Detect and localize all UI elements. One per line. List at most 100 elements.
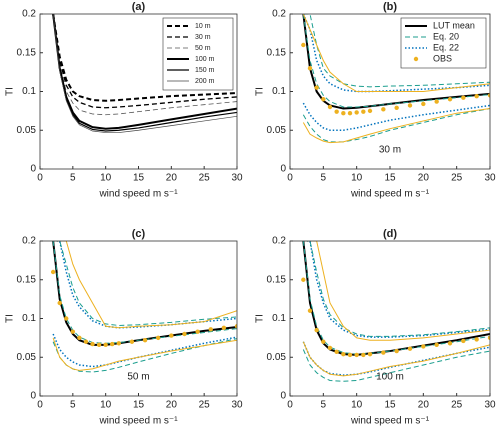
series-line [52,14,237,102]
series-line [53,241,237,329]
plot-area [301,14,490,144]
obs-point [314,327,319,333]
panel: (d) wind speed m s⁻¹ TI 0 5 10 15 20 25 30 0 0.05 0.… [255,228,496,427]
obs-point [195,329,200,334]
x-tick-label: 20 [418,173,430,184]
obs-point [354,352,359,358]
obs-point [474,337,479,342]
y-tick-label: 0 [30,164,36,175]
obs-point [334,349,339,355]
annotation: 100 m [376,371,404,382]
obs-point [321,339,326,344]
y-tick-label: 0.15 [17,274,37,285]
legend-label: Eq. 20 [433,31,459,41]
y-tick-label: 0.05 [267,352,287,363]
obs-point [361,109,366,114]
y-tick-label: 0 [280,391,286,402]
obs-point [474,93,479,99]
y-tick-label: 0.1 [22,86,36,97]
x-axis-label: wind speed m s⁻¹ [98,416,178,427]
obs-point [307,308,313,313]
x-tick-label: 0 [287,173,293,184]
x-tick-label: 30 [231,173,243,184]
obs-point [434,99,439,104]
legend-swatch [413,56,419,62]
x-tick-label: 20 [166,400,178,411]
y-axis-label: TI [5,87,16,96]
obs-point [434,342,439,348]
obs-point [77,335,82,341]
legend-box [162,17,234,91]
legend-label: 100 m [195,56,215,63]
x-tick-label: 5 [70,173,76,184]
obs-point [129,339,135,344]
x-tick-label: 15 [133,173,145,184]
obs-point [142,338,148,343]
y-tick-label: 0.2 [272,236,286,247]
plot-area [301,241,490,382]
x-tick-label: 10 [100,173,112,184]
series-line [302,341,490,377]
axes-box [39,13,238,170]
series-line [302,241,490,356]
obs-point [50,269,56,275]
x-tick-label: 5 [321,400,327,411]
obs-point [347,352,353,358]
y-tick-label: 0.2 [22,236,36,247]
obs-point [447,97,453,102]
obs-point [341,111,346,116]
x-tick-label: 10 [351,173,363,184]
legend-label: 150 m [195,67,215,74]
x-tick-label: 25 [451,173,463,184]
legend-label: LUT mean [433,20,475,30]
annotation: 30 m [379,144,401,155]
obs-point [347,111,353,116]
series-line [303,14,490,88]
obs-point [327,104,333,110]
x-tick-label: 10 [100,400,112,411]
x-tick-label: 0 [37,400,43,411]
y-tick-label: 0.1 [272,86,286,97]
x-axis-label: wind speed m s⁻¹ [98,189,178,200]
y-axis-label: TI [255,87,266,96]
obs-point [327,345,333,351]
series-line [52,14,237,109]
obs-point [156,335,161,341]
panel-title: (a) [132,1,146,13]
obs-point [447,341,453,346]
obs-point [64,316,69,321]
series-line [52,333,237,368]
x-tick-label: 0 [287,400,293,411]
series-line [302,349,490,382]
obs-point [182,331,187,337]
series-line [52,14,237,116]
x-tick-label: 25 [199,173,211,184]
y-tick-label: 0.2 [22,9,36,20]
series-line [302,14,490,92]
y-tick-label: 0 [280,164,286,175]
axes-box [39,240,238,397]
x-tick-label: 30 [484,173,496,184]
series-line [52,337,237,371]
obs-point [407,346,413,351]
y-tick-label: 0.15 [267,47,287,58]
x-tick-label: 0 [37,173,43,184]
legend-label: OBS [433,53,452,63]
obs-point [487,335,490,341]
obs-point [341,351,346,357]
obs-point [116,341,122,346]
x-tick-label: 10 [351,400,363,411]
series-line [302,14,490,93]
y-tick-label: 0.15 [267,274,287,285]
obs-point [354,110,359,115]
obs-point [103,342,108,348]
x-tick-label: 30 [231,400,243,411]
obs-point [461,95,466,100]
series-line [303,241,490,337]
obs-point [421,344,426,349]
obs-point [394,105,399,110]
panel-title: (b) [383,1,397,13]
x-tick-label: 30 [484,400,496,411]
x-axis-label: wind speed m s⁻¹ [350,416,430,427]
x-tick-label: 25 [199,400,211,411]
